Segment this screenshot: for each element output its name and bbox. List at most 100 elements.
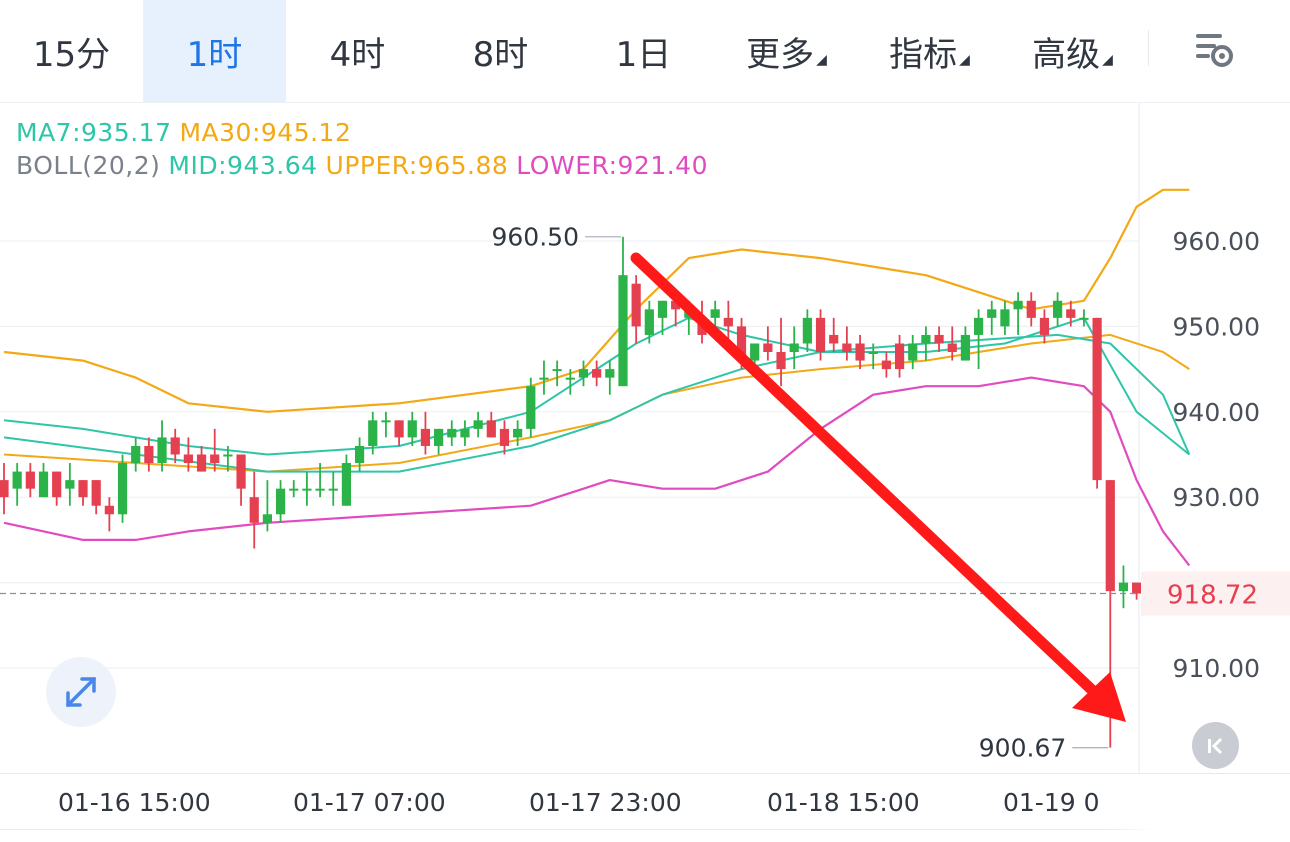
y-tick-label: 940.00: [1173, 398, 1260, 427]
candle-body: [381, 420, 391, 423]
tab-3[interactable]: 8时: [429, 0, 572, 102]
candle-body: [52, 471, 62, 498]
tab-6[interactable]: 指标 ◢: [858, 0, 1001, 102]
candle-body: [131, 445, 141, 464]
axis-fade-overlay: [1100, 790, 1290, 830]
high-marker-label: 960.50: [492, 223, 579, 252]
tab-1[interactable]: 1时: [143, 0, 286, 102]
candle-body: [881, 360, 891, 370]
candle-body: [552, 369, 562, 372]
candle-body: [842, 343, 852, 353]
x-tick-label: 01-17 23:00: [529, 788, 682, 817]
candle-body: [947, 343, 957, 353]
candle-body: [868, 352, 878, 355]
chart-settings-icon[interactable]: [1190, 28, 1244, 74]
current-price-label: 918.72: [1167, 581, 1258, 611]
boll-lower-legend: LOWER:921.40: [516, 151, 708, 180]
tab-2[interactable]: 4时: [286, 0, 429, 102]
candle-body: [460, 428, 470, 438]
candle-body: [210, 454, 220, 464]
candle-body: [1105, 480, 1115, 592]
boll-upper-line: [3, 188, 1190, 413]
candle-body: [275, 488, 286, 515]
candle-body: [960, 334, 971, 361]
candle-body: [526, 386, 536, 429]
tab-label: 8时: [472, 34, 529, 75]
candle-body: [25, 471, 35, 489]
time-axis: 01-16 15:00 01-17 07:00 01-17 23:00 01-18 1…: [0, 773, 1290, 830]
candle-body: [1000, 309, 1010, 327]
candle-body: [341, 463, 352, 506]
candle-body: [315, 488, 325, 491]
tab-label: 1日: [615, 34, 672, 75]
candle-body: [618, 275, 628, 387]
candle-body: [486, 420, 496, 438]
candle-body: [183, 454, 193, 464]
candle-body: [592, 369, 602, 378]
candle-body: [1026, 300, 1036, 318]
candle-body: [763, 343, 773, 353]
timeframe-toolbar: 15分 1时 4时 8时 1日 更多 ◢ 指标 ◢ 高级 ◢: [0, 0, 1290, 103]
tab-0[interactable]: 15分: [0, 0, 143, 102]
toolbar-divider: [1148, 30, 1149, 66]
candle-body: [249, 497, 259, 523]
tab-5[interactable]: 更多 ◢: [715, 0, 858, 102]
y-tick-label: 960.00: [1173, 227, 1260, 256]
candle-body: [578, 369, 589, 378]
candle-body: [710, 309, 720, 318]
candle-body: [723, 317, 733, 327]
caret-down-icon: ◢: [1102, 52, 1113, 68]
candle-body: [1079, 317, 1089, 320]
scroll-to-latest-icon[interactable]: [1192, 722, 1239, 769]
candle-body: [1118, 582, 1129, 592]
candle-body: [447, 428, 457, 438]
candle-body: [855, 343, 865, 361]
tab-4[interactable]: 1日: [572, 0, 715, 102]
candle-body: [921, 334, 931, 344]
candle-body: [354, 445, 365, 464]
candle-body: [776, 352, 786, 370]
annotation-arrow-shaft: [630, 252, 1098, 696]
candle-body: [262, 514, 272, 523]
current-price-tag: [1141, 571, 1290, 616]
candle-body: [473, 420, 483, 429]
boll-mid-legend: MID:943.64: [168, 151, 318, 180]
candle-body: [829, 334, 839, 344]
candle-body: [565, 377, 575, 380]
candle-body: [908, 343, 918, 361]
candle-body: [223, 454, 233, 457]
candle-body: [671, 300, 681, 310]
candle-body: [420, 428, 431, 446]
candle-body: [289, 488, 299, 491]
candle-body: [117, 463, 128, 515]
candle-body: [12, 471, 22, 489]
caret-down-icon: ◢: [816, 52, 827, 68]
candle-body: [236, 454, 246, 489]
candle-body: [394, 420, 404, 438]
candle-body: [513, 428, 523, 438]
y-tick-label: 910.00: [1173, 654, 1260, 683]
candle-body: [736, 326, 747, 361]
x-tick-label: 01-17 07:00: [293, 788, 446, 817]
candle-body: [368, 420, 378, 446]
ma-legend: MA7:935.17 MA30:945.12: [16, 118, 359, 147]
candle-body: [631, 283, 641, 327]
candle-body: [1039, 317, 1050, 335]
candle-body: [657, 300, 668, 318]
candle-body: [38, 471, 49, 498]
candle-body: [196, 454, 207, 472]
candle-body: [0, 480, 9, 498]
candle-body: [1013, 300, 1023, 310]
candlestick-chart[interactable]: 960.00 950.00 940.00 930.00 910.00 918.72 960.…: [0, 103, 1290, 773]
expand-icon[interactable]: [46, 657, 116, 727]
candle-body: [104, 505, 114, 515]
candle-body: [987, 309, 997, 318]
candle-body: [644, 309, 654, 335]
candle-body: [789, 343, 799, 353]
candle-body: [1092, 317, 1102, 481]
candle-body: [302, 488, 312, 491]
candle-body: [1132, 582, 1142, 594]
candle-body: [78, 480, 88, 498]
ma30-legend: MA30:945.12: [179, 118, 352, 147]
tab-7[interactable]: 高级 ◢: [1001, 0, 1144, 102]
